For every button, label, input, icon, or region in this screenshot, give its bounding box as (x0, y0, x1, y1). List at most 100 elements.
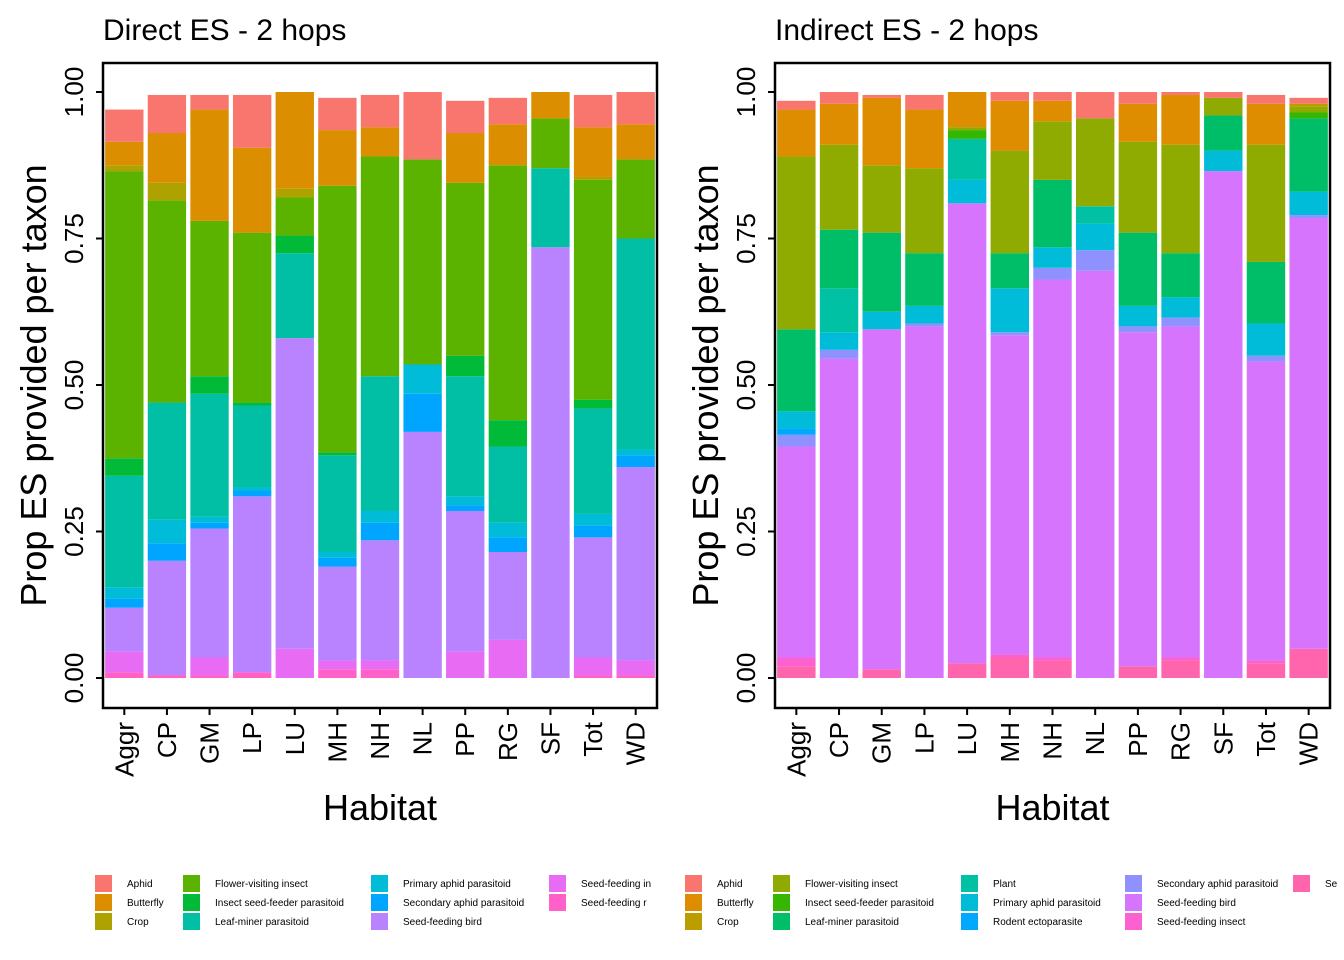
bar-segment-CP-3 (819, 358, 859, 678)
bar-segment-WD-4 (616, 455, 655, 468)
bar-segment-Aggr-3 (105, 607, 144, 652)
bar-segment-PP-8 (446, 182, 485, 356)
bar-segment-NL-3 (1075, 270, 1115, 678)
bar-segment-LU-1 (947, 663, 987, 678)
bar-segment-RG-6 (1161, 297, 1200, 318)
bar-segment-PP-8 (1118, 232, 1158, 306)
bar-segment-RG-4 (1161, 317, 1200, 327)
bar-segment-WD-3 (1289, 217, 1328, 649)
x-tick-label: CP (152, 722, 182, 758)
bar-segment-CP-6 (147, 402, 187, 520)
legend-label: Butterfly (717, 898, 754, 909)
bar-segment-Aggr-5 (777, 428, 816, 435)
bar-segment-MH-1 (318, 669, 357, 678)
bar-segment-LP-1 (232, 672, 272, 678)
x-tick-label: GM (195, 722, 225, 764)
bar-segment-LU-7 (947, 138, 987, 180)
bar-segment-CP-3 (147, 560, 187, 676)
bar-segment-NH-4 (360, 522, 400, 541)
bar-segment-Aggr-9 (105, 165, 144, 172)
bar-segment-LU-8 (275, 197, 314, 236)
bar-segment-Tot-8 (1246, 261, 1286, 324)
legend-label: Crop (717, 917, 739, 928)
bar-segment-Tot-10 (573, 127, 613, 177)
bar-segment-PP-13 (1118, 92, 1158, 104)
bar-segment-Tot-6 (1246, 323, 1286, 356)
bar-segment-Aggr-1 (105, 672, 144, 678)
bar-segment-WD-10 (1289, 106, 1328, 113)
bar-segment-Tot-1 (1246, 663, 1286, 678)
bar-segment-RG-10 (488, 124, 528, 166)
y-tick-label: 0.75 (731, 213, 761, 264)
bar-segment-Tot-9 (573, 176, 613, 180)
bar-segment-MH-8 (318, 185, 357, 453)
x-tick-label: RG (1166, 722, 1196, 761)
legend-swatch (773, 894, 790, 911)
bar-segment-PP-6 (1118, 305, 1158, 327)
bar-segment-SF-10 (1204, 97, 1243, 116)
bar-segment-SF-8 (531, 118, 570, 169)
bar-segment-PP-10 (1118, 141, 1158, 233)
bar-segment-GM-1 (190, 675, 229, 678)
bar-segment-Tot-1 (573, 675, 613, 678)
bar-segment-WD-1 (1289, 648, 1328, 678)
legend-label: Aphid (127, 879, 153, 890)
bar-segment-PP-2 (446, 651, 485, 678)
bar-segment-NL-13 (1075, 92, 1115, 119)
bars (105, 92, 655, 679)
x-axis-title: Habitat (323, 787, 437, 828)
bar-segment-GM-6 (190, 393, 229, 517)
bar-segment-LP-12 (905, 109, 944, 169)
bar-segment-NH-2 (360, 660, 400, 670)
legend-label: Se (1325, 879, 1338, 890)
bar-segment-SF-6 (531, 168, 570, 248)
bar-segment-CP-9 (147, 182, 187, 201)
x-tick-label: Aggr (109, 722, 139, 777)
legend-swatch (1125, 875, 1142, 892)
x-tick-label: LP (909, 722, 939, 754)
bar-segment-Tot-4 (1246, 355, 1286, 362)
legend-label: Seed-feeding bird (1157, 898, 1236, 909)
bars (777, 92, 1328, 679)
bar-segment-GM-2 (190, 657, 229, 676)
bar-segment-CP-4 (819, 349, 859, 359)
y-tick-label: 1.00 (59, 67, 89, 118)
bar-segment-WD-9 (1289, 112, 1328, 119)
bar-segment-CP-6 (819, 332, 859, 350)
bar-segment-LP-4 (905, 323, 944, 327)
bar-segment-RG-2 (1161, 657, 1200, 661)
legend-swatch (961, 913, 978, 930)
bar-segment-Tot-6 (573, 408, 613, 514)
bar-segment-Aggr-5 (105, 587, 144, 599)
x-axis-title: Habitat (995, 787, 1109, 828)
bar-segment-Aggr-10 (105, 141, 144, 166)
legend-swatch (1125, 894, 1142, 911)
bar-segment-GM-5 (190, 516, 229, 523)
x-tick-label: NH (365, 722, 395, 760)
bar-segment-MH-3 (990, 335, 1030, 655)
bar-segment-Aggr-7 (105, 458, 144, 476)
bar-segment-MH-6 (990, 288, 1030, 333)
bar-segment-Aggr-8 (105, 171, 144, 459)
bar-segment-NH-13 (1033, 92, 1072, 101)
bar-segment-LP-3 (232, 496, 272, 673)
bar-segment-LU-10 (275, 92, 314, 189)
bar-segment-RG-3 (1161, 326, 1200, 658)
bar-segment-WD-8 (1289, 118, 1328, 192)
legend-label: Rodent ectoparasite (993, 917, 1083, 928)
x-tick-label: LU (952, 722, 982, 755)
legend-swatch (1293, 875, 1310, 892)
bar-segment-NH-12 (1033, 100, 1072, 122)
bar-segment-NH-3 (360, 540, 400, 661)
bar-segment-LP-4 (232, 490, 272, 497)
bar-segment-MH-10 (990, 150, 1030, 254)
bar-segment-LP-6 (232, 405, 272, 488)
bar-segment-PP-12 (1118, 103, 1158, 142)
x-tick-label: GM (867, 722, 897, 764)
y-tick-label: 1.00 (731, 67, 761, 118)
bar-segment-CP-10 (819, 144, 859, 230)
legend-swatch (773, 875, 790, 892)
bar-segment-LU-6 (947, 179, 987, 204)
bar-segment-GM-8 (862, 232, 901, 312)
legend-swatch (961, 875, 978, 892)
